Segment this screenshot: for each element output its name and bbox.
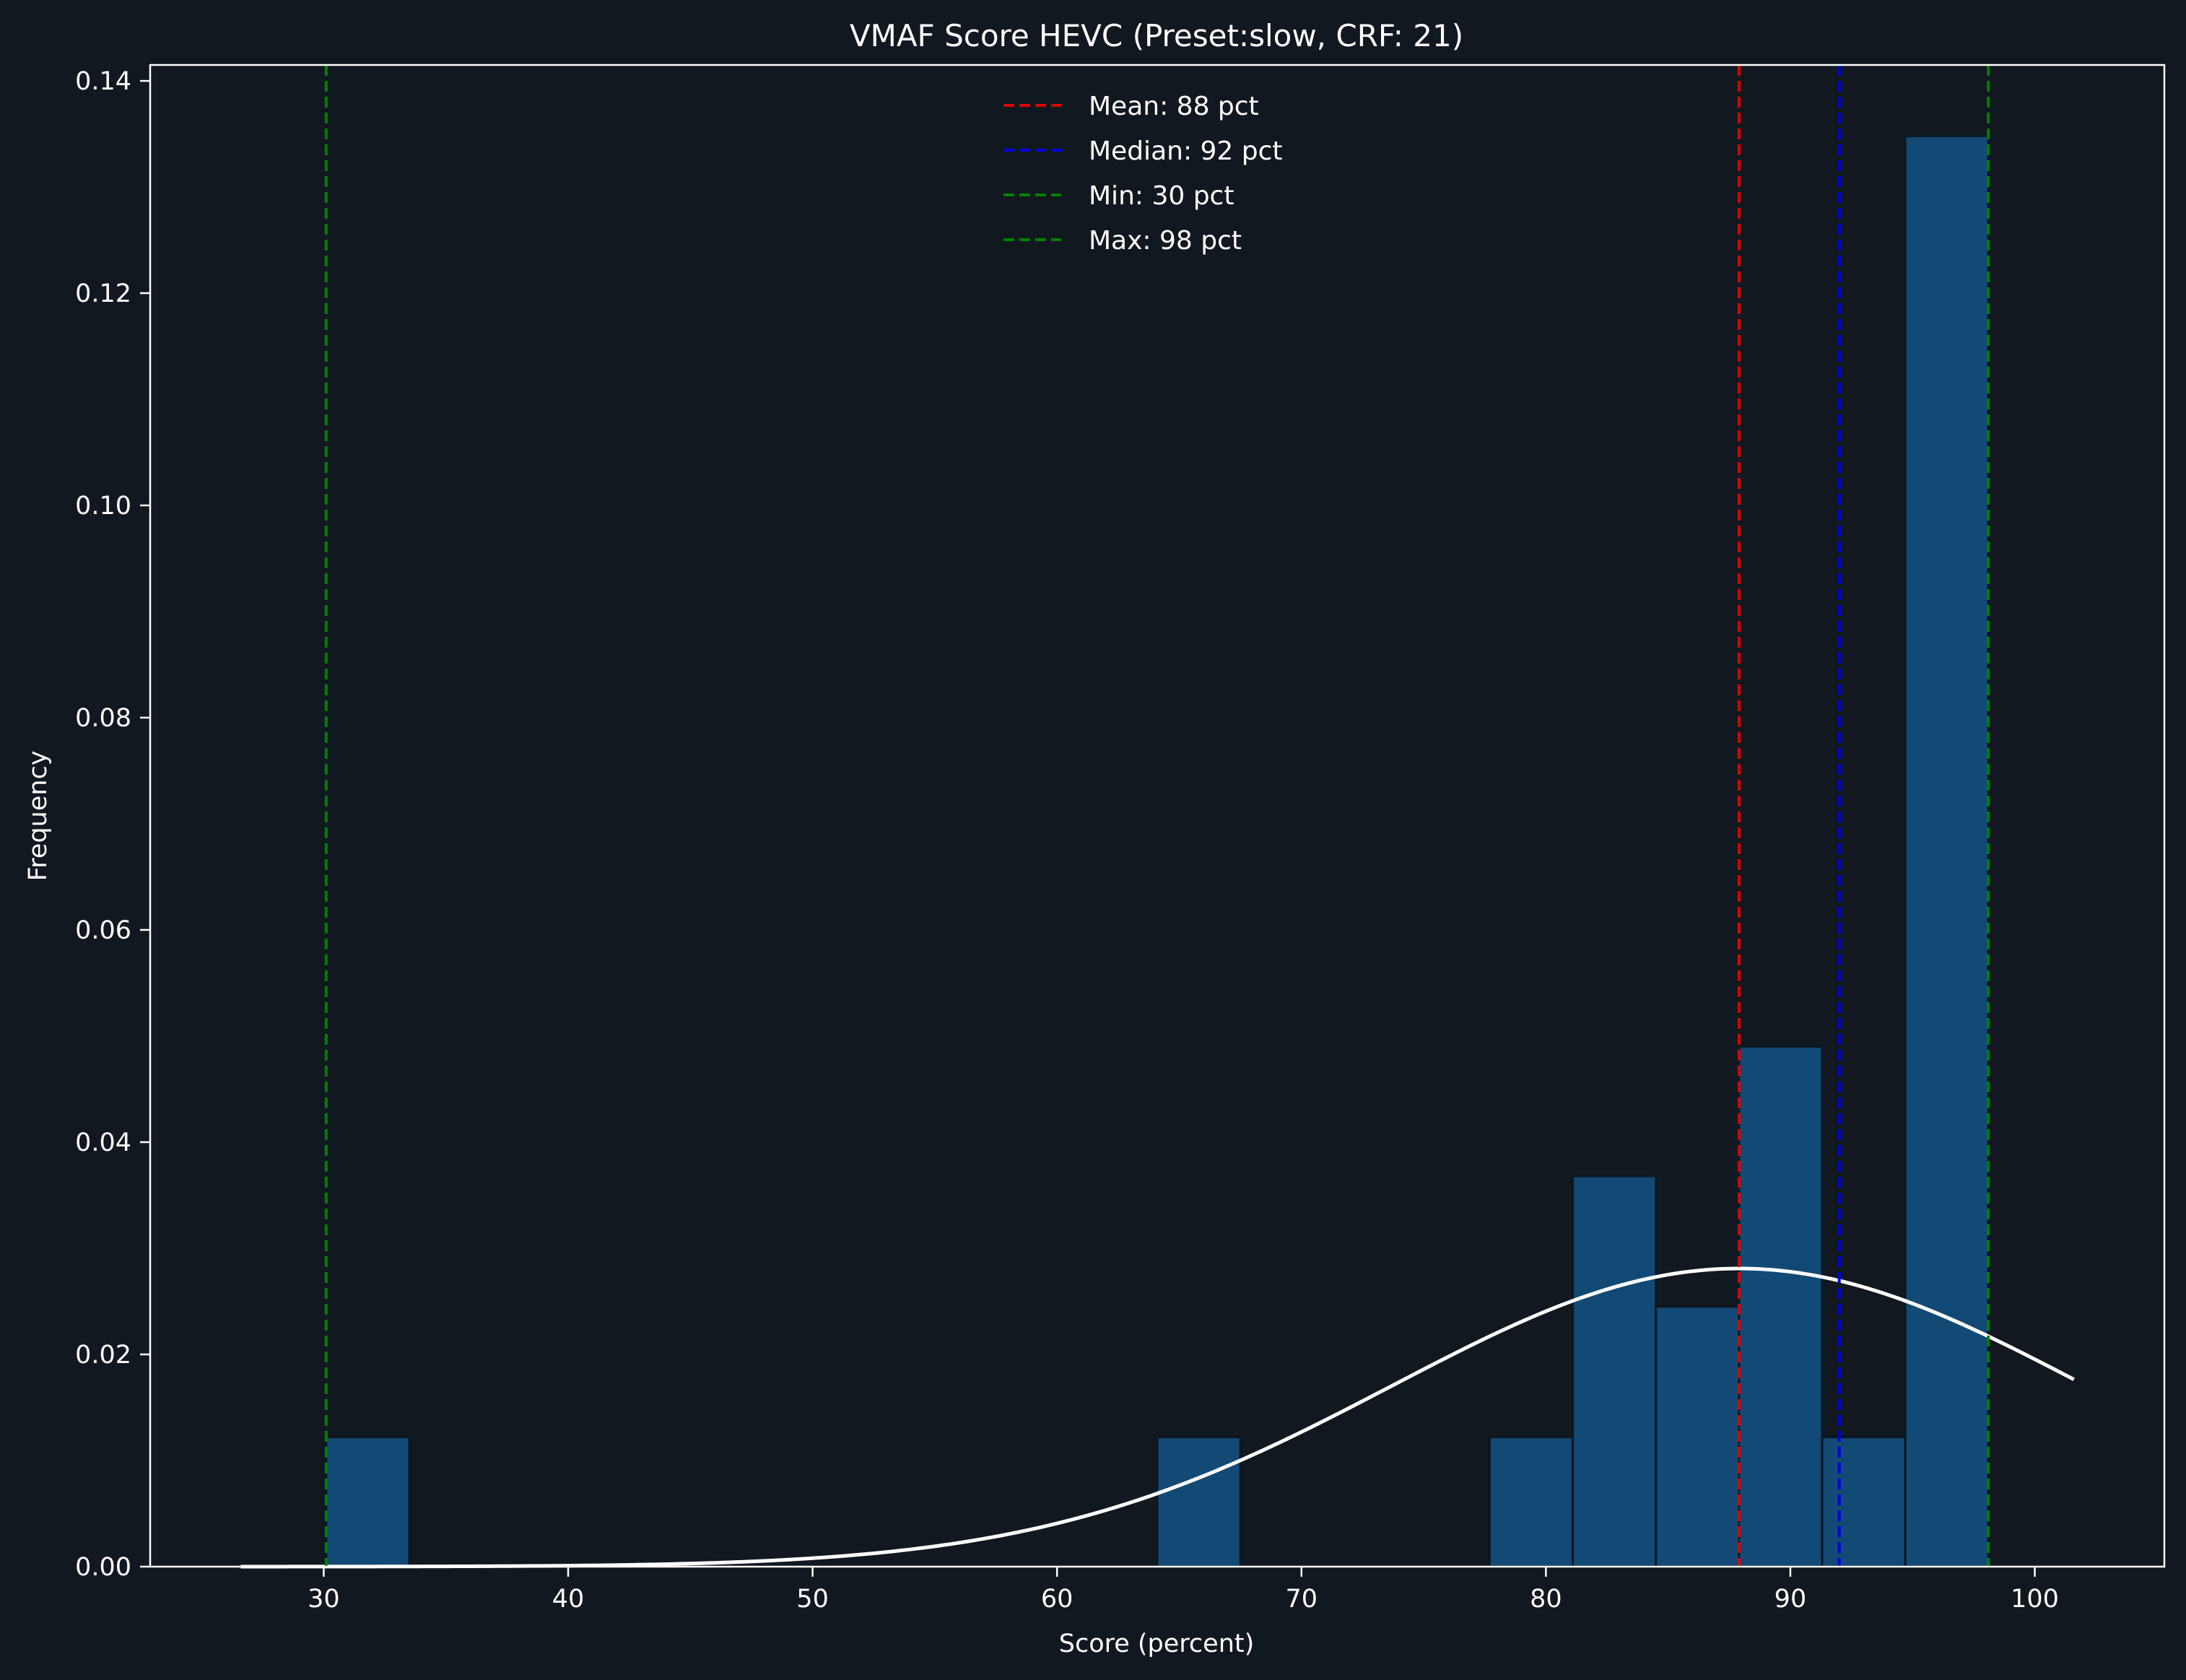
histogram-bar [1156, 1436, 1242, 1568]
legend: Mean: 88 pct Median: 92 pct Min: 30 pct Max… [1003, 92, 1283, 256]
legend-label: Min: 30 pct [1089, 181, 1234, 211]
y-axis: 0.00 0.02 0.04 0.06 0.08 0.10 0.12 0.14 [75, 67, 150, 1582]
y-axis-label: Frequency [24, 751, 53, 882]
axes-frame [149, 64, 2166, 1568]
x-tick-label: 60 [1041, 1585, 1074, 1614]
y-tick-label: 0.04 [75, 1128, 131, 1157]
histogram-bar [1738, 1045, 1824, 1568]
x-tick-label: 50 [796, 1585, 829, 1614]
legend-entry: Min: 30 pct [1003, 181, 1234, 211]
y-tick-label: 0.02 [75, 1341, 131, 1370]
histogram-bar [1488, 1436, 1575, 1568]
histogram-bar [1655, 1305, 1741, 1568]
y-tick-label: 0.08 [75, 704, 131, 733]
legend-label: Median: 92 pct [1089, 136, 1283, 166]
histogram-bar [1904, 134, 1990, 1568]
x-tick-label: 30 [308, 1585, 340, 1614]
legend-entry: Max: 98 pct [1003, 226, 1242, 256]
x-tick-label: 100 [2011, 1585, 2059, 1614]
chart-title: VMAF Score HEVC (Preset:slow, CRF: 21) [850, 18, 1463, 53]
x-tick-label: 70 [1285, 1585, 1318, 1614]
x-tick-label: 80 [1530, 1585, 1562, 1614]
histogram-bar [1572, 1175, 1658, 1568]
x-tick-label: 90 [1775, 1585, 1807, 1614]
y-tick-label: 0.00 [75, 1553, 131, 1582]
x-axis-label: Score (percent) [1059, 1629, 1255, 1658]
x-tick-label: 40 [552, 1585, 585, 1614]
legend-entry: Mean: 88 pct [1003, 92, 1259, 121]
x-axis: 30 40 50 60 70 80 90 100 [308, 1567, 2059, 1614]
legend-label: Mean: 88 pct [1089, 92, 1259, 121]
histogram-bar [325, 1436, 411, 1568]
y-tick-label: 0.06 [75, 916, 131, 945]
y-tick-label: 0.10 [75, 492, 131, 521]
legend-label: Max: 98 pct [1089, 226, 1242, 256]
y-tick-label: 0.14 [75, 67, 131, 96]
legend-entry: Median: 92 pct [1003, 136, 1283, 166]
histogram-bar [1821, 1436, 1907, 1568]
y-tick-label: 0.12 [75, 279, 131, 308]
